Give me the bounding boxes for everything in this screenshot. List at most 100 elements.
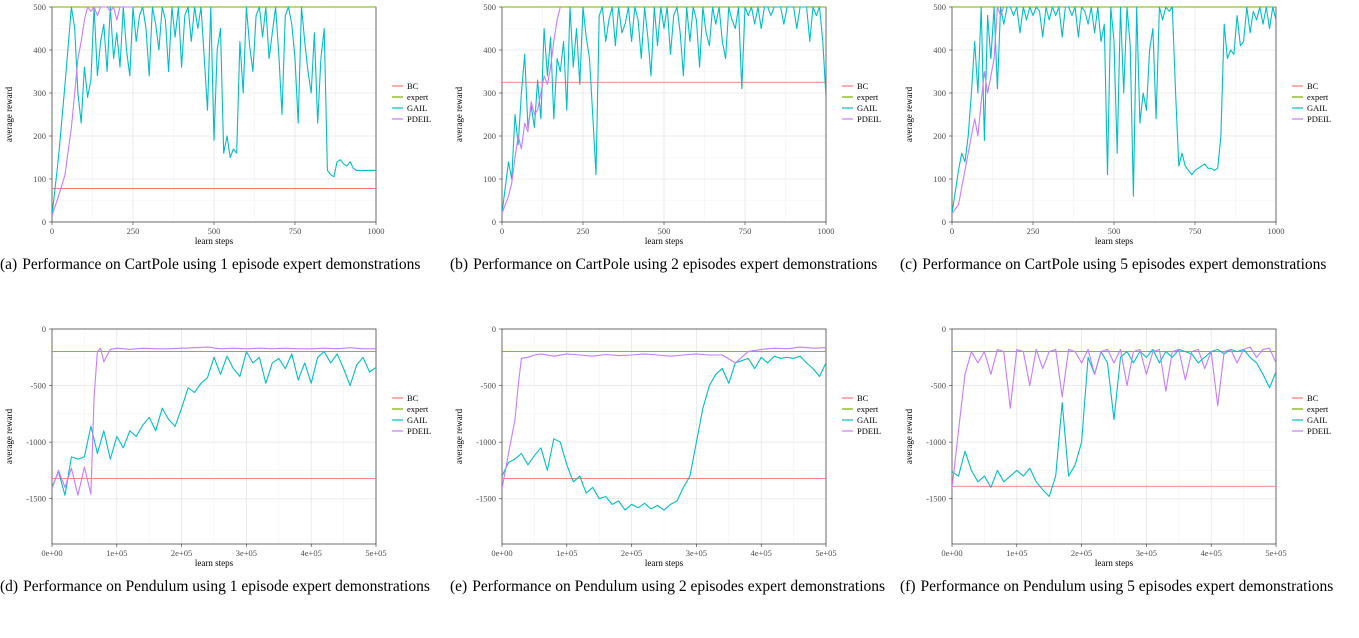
x-tick-label: 0 xyxy=(50,226,54,236)
y-tick-label: 200 xyxy=(33,131,46,141)
chart-svg: 0e+00 1e+05 2e+05 3e+05 4e+05 5e+05 -1500 -1000… xyxy=(454,324,881,568)
series-line-pdeil xyxy=(52,346,376,496)
y-tick-label: 200 xyxy=(933,131,946,141)
y-axis-label: average reward xyxy=(4,408,14,464)
series-line-gail xyxy=(502,355,826,511)
y-tick-label: 100 xyxy=(483,174,496,184)
plot-border xyxy=(951,328,1277,545)
x-tick-label: 3e+05 xyxy=(236,548,257,558)
plot-border xyxy=(51,328,377,545)
y-tick-label: -1000 xyxy=(476,437,496,447)
x-tick-label: 1e+05 xyxy=(1006,548,1027,558)
panel-label: (e) xyxy=(450,578,468,595)
x-axis-label: learn steps xyxy=(645,236,684,246)
series-line-gail xyxy=(52,351,376,496)
chart-svg: 0e+00 1e+05 2e+05 3e+05 4e+05 5e+05 -1500 -1000… xyxy=(4,324,431,568)
legend-label-bc: BC xyxy=(857,81,869,91)
y-axis-label: average reward xyxy=(454,86,464,142)
y-tick-label: 100 xyxy=(33,174,46,184)
chart-svg: 0e+00 1e+05 2e+05 3e+05 4e+05 5e+05 -1500 -1000… xyxy=(904,324,1331,568)
panel-label: (d) xyxy=(0,578,19,595)
y-tick-label: -1500 xyxy=(476,494,496,504)
y-tick-label: -500 xyxy=(930,381,946,391)
y-tick-label: 500 xyxy=(933,2,946,12)
panel-caption-text: Performance on CartPole using 2 episodes… xyxy=(473,256,878,273)
plot-border xyxy=(501,328,827,545)
x-tick-label: 250 xyxy=(577,226,590,236)
x-axis-label: learn steps xyxy=(645,558,684,568)
panel-caption: (b) Performance on CartPole using 2 episo… xyxy=(450,254,896,276)
y-tick-label: 300 xyxy=(483,88,496,98)
y-axis-label: average reward xyxy=(4,86,14,142)
series-line-pdeil xyxy=(502,346,826,489)
x-tick-label: 5e+05 xyxy=(365,548,386,558)
legend-label-bc: BC xyxy=(1307,393,1319,403)
x-tick-label: 1000 xyxy=(368,226,385,236)
series-line-pdeil xyxy=(502,6,561,214)
x-tick-label: 2e+05 xyxy=(1071,548,1092,558)
panel-caption-text: Performance on CartPole using 1 episode … xyxy=(22,256,421,273)
x-tick-label: 2e+05 xyxy=(171,548,192,558)
y-tick-label: 0 xyxy=(942,324,946,334)
legend-label-gail: GAIL xyxy=(857,103,877,113)
x-tick-label: 250 xyxy=(127,226,140,236)
x-tick-label: 500 xyxy=(208,226,221,236)
x-tick-label: 500 xyxy=(1108,226,1121,236)
chart-panel: 0e+00 1e+05 2e+05 3e+05 4e+05 5e+05 -1500 -1000… xyxy=(900,322,1350,638)
panel-caption-text: Performance on CartPole using 5 episodes… xyxy=(922,256,1327,273)
panel-label: (f) xyxy=(900,578,916,595)
x-tick-label: 250 xyxy=(1027,226,1040,236)
panel-label: (a) xyxy=(0,256,18,273)
x-tick-label: 4e+05 xyxy=(1201,548,1222,558)
chart-panel: 0e+00 1e+05 2e+05 3e+05 4e+05 5e+05 -1500 -1000… xyxy=(450,322,900,638)
chart-panel: 0e+00 1e+05 2e+05 3e+05 4e+05 5e+05 -1500 -1000… xyxy=(0,322,450,638)
x-axis-label: learn steps xyxy=(1095,558,1134,568)
x-tick-label: 500 xyxy=(658,226,671,236)
series-line-gail xyxy=(952,6,1276,214)
x-axis-label: learn steps xyxy=(1095,236,1134,246)
x-tick-label: 750 xyxy=(739,226,752,236)
y-tick-label: -1000 xyxy=(926,437,946,447)
y-tick-label: 300 xyxy=(933,88,946,98)
series-line-gail xyxy=(952,348,1276,498)
legend-label-expert: expert xyxy=(1307,92,1329,102)
chart-panel: 0 250 500 750 1000 0 100 200 300 400 500 learn step… xyxy=(0,0,450,316)
y-tick-label: -500 xyxy=(30,381,46,391)
chart-panel: 0 250 500 750 1000 0 100 200 300 400 500 learn step… xyxy=(900,0,1350,316)
legend-label-gail: GAIL xyxy=(1307,415,1327,425)
y-tick-label: 0 xyxy=(942,217,946,227)
x-tick-label: 0 xyxy=(500,226,504,236)
legend-label-bc: BC xyxy=(407,393,419,403)
panel-caption-text: Performance on Pendulum using 2 episodes… xyxy=(472,578,886,595)
x-tick-label: 4e+05 xyxy=(301,548,322,558)
legend-label-pdeil: PDEIL xyxy=(857,114,881,124)
x-tick-label: 0e+00 xyxy=(491,548,512,558)
legend-label-bc: BC xyxy=(407,81,419,91)
x-tick-label: 1000 xyxy=(818,226,835,236)
legend-label-expert: expert xyxy=(1307,404,1329,414)
x-tick-label: 0 xyxy=(950,226,954,236)
x-tick-label: 5e+05 xyxy=(1265,548,1286,558)
y-axis-label: average reward xyxy=(904,408,914,464)
y-tick-label: 200 xyxy=(483,131,496,141)
series-line-pdeil xyxy=(52,6,133,216)
panel-label: (c) xyxy=(900,256,918,273)
y-tick-label: 500 xyxy=(33,2,46,12)
x-tick-label: 3e+05 xyxy=(686,548,707,558)
y-tick-label: 500 xyxy=(483,2,496,12)
legend-label-bc: BC xyxy=(857,393,869,403)
x-axis-label: learn steps xyxy=(195,236,234,246)
panel-caption-text: Performance on Pendulum using 1 episode … xyxy=(23,578,430,595)
x-axis-label: learn steps xyxy=(195,558,234,568)
y-tick-label: 0 xyxy=(42,217,46,227)
y-tick-label: -1500 xyxy=(926,494,946,504)
x-tick-label: 750 xyxy=(289,226,302,236)
y-axis-label: average reward xyxy=(454,408,464,464)
series-line-gail xyxy=(502,6,826,214)
chart-panel: 0 250 500 750 1000 0 100 200 300 400 500 learn step… xyxy=(450,0,900,316)
panel-caption: (f) Performance on Pendulum using 5 episo… xyxy=(900,576,1346,598)
legend-label-pdeil: PDEIL xyxy=(407,114,431,124)
legend-label-expert: expert xyxy=(857,92,879,102)
legend-label-pdeil: PDEIL xyxy=(1307,114,1331,124)
